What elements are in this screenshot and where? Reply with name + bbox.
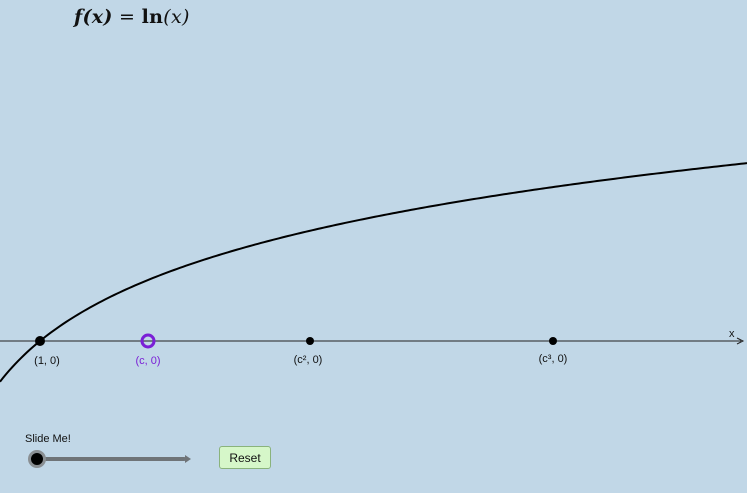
formula-argument: (x) xyxy=(163,6,190,28)
slider-handle[interactable] xyxy=(28,450,46,468)
function-formula: f(x) = ln(x) xyxy=(74,6,190,28)
x-axis-arrow-icon xyxy=(736,337,745,345)
point-c-squared-marker xyxy=(306,337,314,345)
ln-curve xyxy=(0,162,747,383)
formula-function: ln xyxy=(141,6,164,28)
c-slider[interactable] xyxy=(28,450,194,468)
slider-label: Slide Me! xyxy=(25,433,71,445)
point-c-squared-label: (c², 0) xyxy=(294,354,323,366)
point-c-cubed-label: (c³, 0) xyxy=(539,353,568,365)
point-c-cubed-marker xyxy=(549,337,557,345)
point-one-marker xyxy=(35,336,45,346)
x-axis-label: x xyxy=(729,328,735,340)
slider-arrow-icon xyxy=(185,455,191,463)
formula-equals: = xyxy=(112,6,142,28)
point-c-label: (c, 0) xyxy=(135,355,160,367)
formula-lhs: f(x) xyxy=(74,6,113,28)
reset-button[interactable]: Reset xyxy=(219,446,271,469)
slider-track[interactable] xyxy=(34,457,186,461)
point-c-marker[interactable] xyxy=(140,333,156,349)
point-one-label: (1, 0) xyxy=(34,355,60,367)
points-layer: (1, 0) (c, 0) (c², 0) (c³, 0) xyxy=(34,333,568,367)
